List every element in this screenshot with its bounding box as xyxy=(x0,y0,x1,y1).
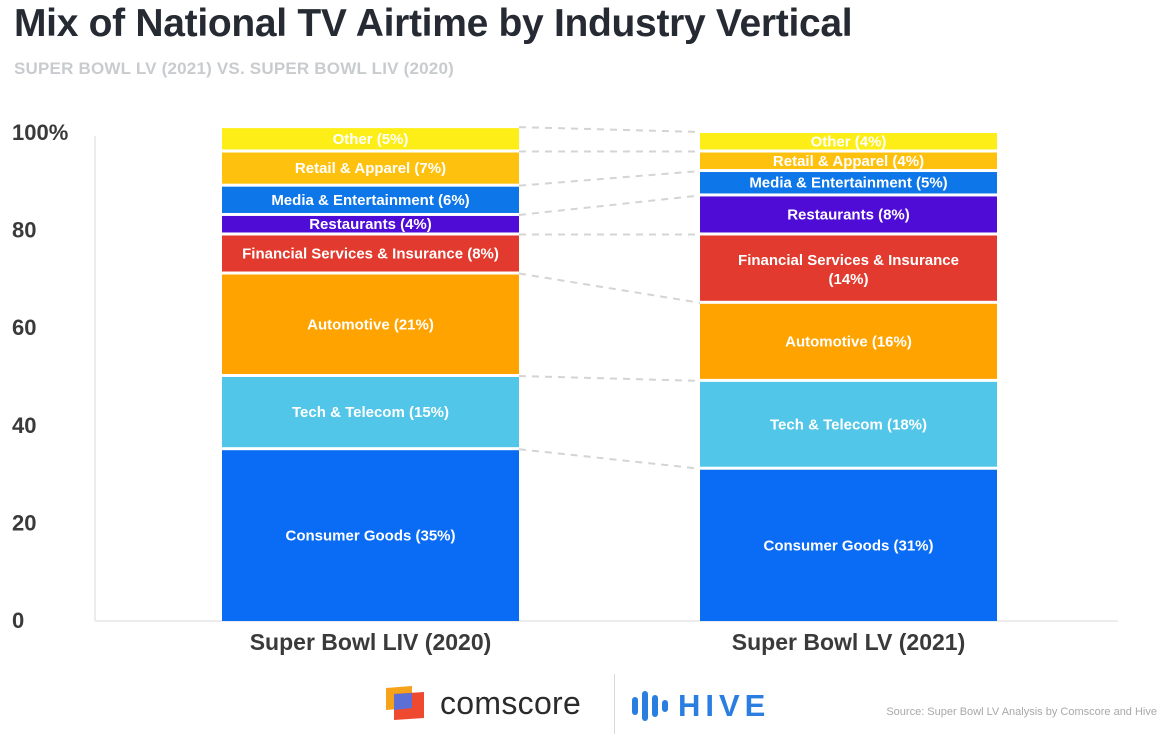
segment-label: Media & Entertainment (5%) xyxy=(749,175,947,192)
connector-lines xyxy=(518,126,701,470)
y-tick-label: 60 xyxy=(12,315,36,340)
bar-segment xyxy=(222,274,519,374)
bar-segment xyxy=(700,235,997,301)
x-category-label: Super Bowl LV (2021) xyxy=(732,629,965,655)
comscore-logo: comscore xyxy=(382,684,581,722)
segment-label: Restaurants (4%) xyxy=(309,216,432,233)
segment-label: Automotive (16%) xyxy=(785,333,912,350)
hive-mark-icon xyxy=(632,691,668,721)
segment-label: Other (4%) xyxy=(811,133,887,150)
y-tick-label: 20 xyxy=(12,510,36,535)
bar-segment xyxy=(700,303,997,379)
y-tick-label: 0 xyxy=(12,608,24,633)
hive-wordmark: HIVE xyxy=(678,688,771,723)
bar-segment xyxy=(700,152,997,170)
bar-segment xyxy=(222,235,519,272)
x-category-label: Super Bowl LIV (2020) xyxy=(250,629,492,655)
segment-label: Restaurants (8%) xyxy=(787,206,910,223)
bar-segment xyxy=(700,469,997,621)
footer-logos: comscore HIVE xyxy=(382,672,802,734)
bar-segment xyxy=(222,128,519,150)
connector-line xyxy=(518,272,701,304)
segment-label: Tech & Telecom (18%) xyxy=(770,416,927,433)
y-tick-label: 80 xyxy=(12,218,36,243)
bar-segment xyxy=(700,133,997,150)
segment-label: Consumer Goods (35%) xyxy=(285,528,455,545)
segment-label: Consumer Goods (31%) xyxy=(763,537,933,554)
connector-line xyxy=(518,375,701,382)
comscore-mark-icon xyxy=(382,684,428,722)
segment-label: Retail & Apparel (7%) xyxy=(295,160,446,177)
connector-line xyxy=(518,170,701,187)
source-note: Source: Super Bowl LV Analysis by Comsco… xyxy=(886,706,1157,718)
comscore-wordmark: comscore xyxy=(440,684,582,721)
bar-segment xyxy=(700,172,997,194)
segment-label: Automotive (21%) xyxy=(307,316,434,333)
hive-logo: HIVE xyxy=(632,688,770,724)
segment-label: Other (5%) xyxy=(333,131,409,148)
segment-label: Financial Services & Insurance xyxy=(738,252,959,269)
connector-line xyxy=(518,126,701,133)
y-tick-label: 40 xyxy=(12,413,36,438)
connector-line xyxy=(518,194,701,216)
bar-segment xyxy=(700,381,997,467)
connector-line xyxy=(518,448,701,470)
segment-label: Tech & Telecom (15%) xyxy=(292,404,449,421)
y-tick-label: 100% xyxy=(12,120,68,145)
segment-label: (14%) xyxy=(828,271,868,288)
bar-segment xyxy=(222,215,519,233)
segment-labels: Consumer Goods (35%) Tech & Telecom (15%)… xyxy=(242,131,959,555)
bars xyxy=(222,128,997,621)
bar-segment xyxy=(222,377,519,448)
bar-segment xyxy=(222,450,519,621)
bar-segment xyxy=(222,186,519,213)
segment-label: Retail & Apparel (4%) xyxy=(773,153,924,170)
segment-label: Financial Services & Insurance (8%) xyxy=(242,246,499,263)
chart-subtitle: SUPER BOWL LV (2021) VS. SUPER BOWL LIV … xyxy=(14,59,454,78)
bar-segment xyxy=(700,196,997,233)
bar-segment xyxy=(222,152,519,184)
axes: 0 20 40 60 80 100% Super Bowl LIV (2020) Super … xyxy=(12,120,1118,655)
segment-label: Media & Entertainment (6%) xyxy=(271,192,469,209)
logo-divider xyxy=(614,674,615,734)
stacked-bar-chart: 0 20 40 60 80 100% Super Bowl LIV (2020) Super … xyxy=(12,120,1118,655)
chart-title: Mix of National TV Airtime by Industry V… xyxy=(14,2,853,45)
